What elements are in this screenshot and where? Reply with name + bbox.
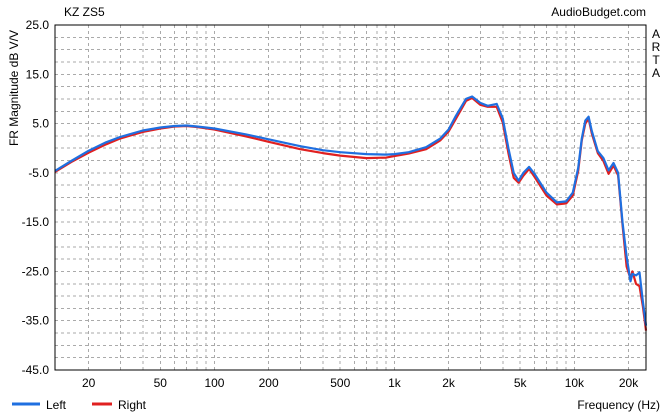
x-tick-label: 200 — [259, 376, 279, 390]
y-tick-label: 25.0 — [26, 18, 50, 32]
side-label-letter: T — [652, 53, 660, 67]
legend-label-left: Left — [46, 398, 67, 412]
x-tick-label: 1k — [388, 376, 402, 390]
chart-title: KZ ZS5 — [64, 5, 105, 19]
y-tick-label: -35.0 — [22, 314, 50, 328]
x-tick-label: 20 — [82, 376, 96, 390]
legend: Left Right — [12, 398, 147, 412]
y-tick-labels: 25.0 15.0 5.0 -5.0 -15.0 -25.0 -35.0 -45.0 — [22, 18, 50, 377]
y-tick-label: -15.0 — [22, 215, 50, 229]
x-tick-label: 5k — [514, 376, 528, 390]
x-tick-label: 10k — [565, 376, 585, 390]
x-tick-label: 50 — [154, 376, 168, 390]
x-tick-label: 500 — [330, 376, 350, 390]
y-tick-label: 5.0 — [32, 117, 49, 131]
x-tick-label: 2k — [442, 376, 456, 390]
plot-series — [54, 95, 648, 331]
x-tick-labels: 20 50 100 200 500 1k 2k 5k 10k 20k — [82, 376, 639, 390]
legend-label-right: Right — [118, 398, 147, 412]
y-tick-label: -5.0 — [28, 166, 49, 180]
side-label-letter: A — [652, 27, 660, 41]
side-label-letter: A — [652, 66, 660, 80]
series-line-left — [54, 95, 648, 326]
x-tick-label: 100 — [204, 376, 224, 390]
watermark-text: AudioBudget.com — [551, 5, 646, 19]
side-label-letter: R — [652, 40, 661, 54]
y-tick-label: -45.0 — [22, 363, 50, 377]
y-tick-label: 15.0 — [26, 67, 50, 81]
plot-frame — [54, 24, 647, 371]
x-tick-label: 20k — [619, 376, 639, 390]
x-axis-label: Frequency (Hz) — [577, 398, 660, 412]
plot-grid — [55, 25, 646, 370]
y-axis-label: FR Magnitude dB V/V — [7, 30, 21, 146]
y-tick-label: -25.0 — [22, 264, 50, 278]
